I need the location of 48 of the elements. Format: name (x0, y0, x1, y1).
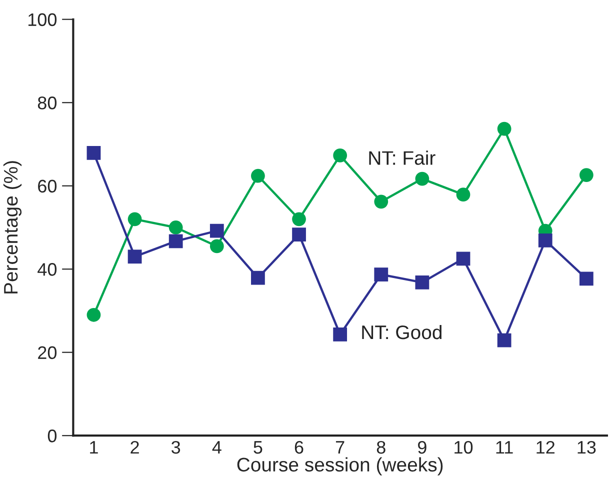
point (210, 239, 224, 254)
x-tick-label: 11 (496, 441, 513, 454)
point (333, 148, 348, 162)
point (292, 228, 306, 242)
point (292, 212, 306, 226)
point (374, 194, 388, 209)
x-tick-label: 3 (172, 440, 180, 454)
x-tick-label: 12 (536, 440, 554, 454)
x-tick-label: 4 (212, 441, 222, 454)
x-tick-label: 13 (578, 440, 596, 454)
point (538, 233, 552, 248)
y-tick-label: 100 (28, 13, 57, 26)
x-tick-label: 8 (376, 440, 386, 454)
point (251, 270, 265, 285)
series-label: NT: Fair (369, 150, 436, 165)
series-label: NT: Good (362, 324, 442, 340)
point (456, 188, 470, 202)
point (128, 250, 142, 264)
point (497, 333, 512, 348)
point (128, 212, 142, 226)
y-tick-label: 80 (38, 96, 57, 110)
x-tick-label: 2 (130, 440, 139, 454)
point (374, 268, 388, 282)
point (86, 146, 101, 160)
point (251, 168, 265, 183)
point (579, 168, 594, 182)
point (415, 275, 430, 290)
point (333, 328, 348, 342)
point (415, 172, 430, 186)
x-tick-label: 10 (454, 440, 473, 454)
point (497, 122, 512, 136)
point (168, 220, 183, 234)
point (579, 272, 594, 286)
x-tick-label: 7 (336, 441, 344, 454)
x-tick-label: 6 (294, 440, 304, 454)
y-axis-title: Percentage (%) (3, 161, 22, 294)
y-tick-label: 20 (38, 346, 57, 360)
x-tick-label: 1 (90, 441, 98, 454)
point (456, 252, 470, 266)
y-tick-label: 0 (48, 430, 57, 442)
point (86, 308, 101, 322)
x-tick-label: 5 (254, 441, 262, 454)
point (168, 234, 183, 248)
point (210, 224, 224, 238)
y-tick-label: 60 (38, 180, 57, 193)
y-tick-label: 40 (38, 263, 57, 276)
x-tick-label: 9 (418, 440, 426, 454)
x-axis-title: Course session (weeks) (237, 457, 443, 476)
